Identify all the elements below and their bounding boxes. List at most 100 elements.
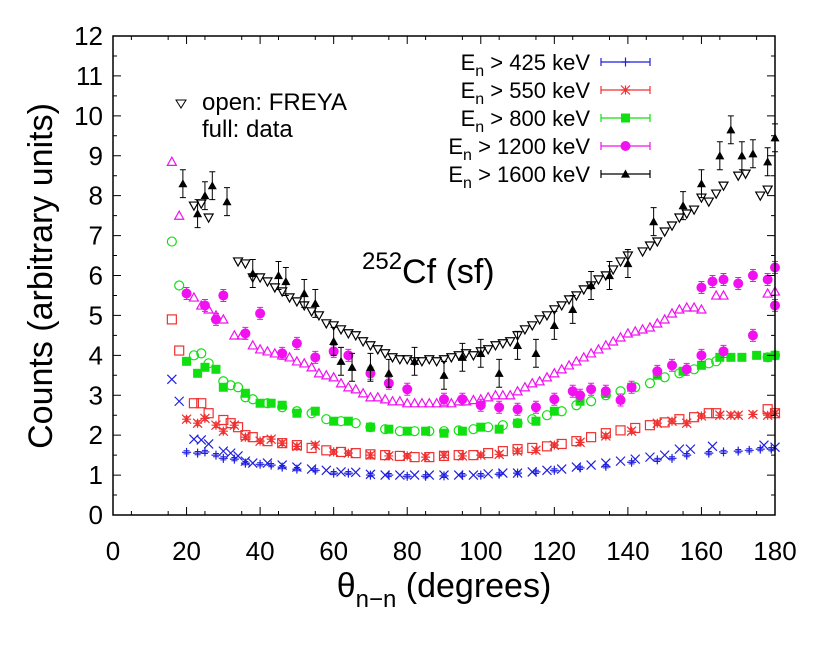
filled-circle-icon bbox=[240, 328, 251, 339]
filled-circle-icon bbox=[667, 360, 678, 371]
plus-icon bbox=[513, 468, 523, 478]
cross-icon bbox=[409, 470, 420, 481]
star-icon bbox=[681, 418, 692, 429]
open-triangle-up-icon bbox=[254, 343, 266, 354]
star-icon bbox=[365, 450, 376, 461]
star-icon bbox=[383, 450, 394, 461]
y-tick-label: 0 bbox=[89, 500, 103, 530]
star-icon bbox=[620, 85, 631, 95]
open-triangle-down-icon bbox=[556, 301, 568, 312]
filled-square-icon bbox=[365, 422, 375, 432]
cross-icon bbox=[394, 470, 405, 481]
plus-icon bbox=[365, 470, 375, 480]
open-triangle-down-icon bbox=[431, 357, 443, 368]
filled-square-icon bbox=[726, 352, 736, 362]
open-triangle-down-icon bbox=[497, 339, 509, 350]
open-triangle-down-icon bbox=[732, 171, 744, 182]
star-icon bbox=[600, 431, 611, 441]
open-triangle-up-icon bbox=[688, 301, 700, 312]
open-circle-icon bbox=[196, 348, 207, 359]
open-triangle-down-icon bbox=[592, 275, 604, 286]
open-triangle-up-icon bbox=[350, 383, 362, 394]
open-triangle-down-icon bbox=[386, 353, 399, 364]
open-triangle-down-icon bbox=[644, 241, 656, 252]
star-icon bbox=[714, 410, 725, 421]
cross-icon bbox=[615, 456, 626, 467]
filled-square-icon bbox=[277, 400, 287, 410]
star-icon bbox=[696, 411, 707, 421]
plus-icon bbox=[310, 465, 320, 475]
filled-circle-icon bbox=[696, 282, 707, 293]
plus-icon bbox=[200, 447, 210, 457]
cross-icon bbox=[203, 439, 214, 449]
cross-icon bbox=[571, 462, 582, 473]
cross-icon bbox=[336, 466, 346, 477]
filled-triangle-up-icon bbox=[248, 269, 258, 278]
star-icon bbox=[667, 416, 677, 427]
y-tick-label: 4 bbox=[89, 340, 103, 370]
open-triangle-up-icon bbox=[298, 357, 310, 368]
filled-triangle-up-icon bbox=[457, 352, 467, 361]
filled-circle-icon bbox=[199, 300, 210, 311]
open-triangle-up-icon bbox=[328, 371, 340, 382]
cross-icon bbox=[218, 446, 229, 457]
filled-circle-icon bbox=[291, 338, 302, 349]
x-axis-label: θn−n (degrees) bbox=[337, 567, 552, 613]
plus-icon bbox=[277, 462, 287, 472]
open-triangle-up-icon bbox=[261, 345, 273, 356]
filled-square-icon bbox=[421, 426, 431, 436]
filled-triangle-up-icon bbox=[476, 348, 486, 357]
open-triangle-down-icon bbox=[276, 287, 288, 298]
filled-square-icon bbox=[200, 362, 210, 372]
plus-icon bbox=[329, 468, 339, 478]
plus-icon bbox=[682, 450, 692, 460]
open-triangle-up-icon bbox=[335, 377, 347, 388]
cross-icon bbox=[707, 441, 718, 452]
open-triangle-up-icon bbox=[386, 395, 399, 406]
cross-icon bbox=[350, 467, 361, 478]
open-triangle-down-icon bbox=[188, 201, 200, 212]
filled-triangle-up-icon bbox=[494, 368, 504, 377]
x-tick-label: 120 bbox=[533, 536, 576, 566]
filled-triangle-up-icon bbox=[531, 348, 541, 357]
open-triangle-down-icon bbox=[445, 353, 457, 364]
x-tick-label: 80 bbox=[393, 536, 422, 566]
filled-square-icon bbox=[439, 428, 449, 438]
open-triangle-up-icon bbox=[681, 301, 693, 312]
plus-icon bbox=[575, 463, 585, 473]
filled-circle-icon bbox=[747, 330, 758, 341]
star-icon bbox=[725, 410, 736, 421]
open-triangle-up-icon bbox=[423, 397, 435, 408]
open-triangle-up-icon bbox=[526, 377, 538, 388]
star-icon bbox=[475, 450, 486, 461]
open-triangle-down-icon bbox=[688, 205, 700, 216]
filled-square-icon bbox=[255, 398, 265, 408]
filled-triangle-up-icon bbox=[310, 298, 320, 308]
plus-icon bbox=[457, 470, 467, 480]
filled-square-icon bbox=[343, 416, 353, 426]
filled-triangle-up-icon bbox=[748, 149, 758, 158]
filled-triangle-up-icon bbox=[347, 362, 357, 371]
open-triangle-up-icon bbox=[489, 389, 502, 400]
filled-triangle-up-icon bbox=[439, 370, 449, 379]
plus-icon bbox=[531, 467, 541, 477]
open-triangle-down-icon bbox=[578, 285, 590, 296]
plus-icon bbox=[621, 57, 630, 67]
filled-square-icon bbox=[266, 398, 276, 408]
plus-icon bbox=[218, 453, 228, 463]
x-axis-label-rest: (degrees) bbox=[396, 567, 551, 605]
open-triangle-down-icon bbox=[261, 277, 273, 288]
open-triangle-up-icon bbox=[342, 381, 354, 392]
filled-square-icon bbox=[240, 388, 250, 398]
y-axis-label: Counts (arbitrary units) bbox=[22, 103, 60, 449]
open-triangle-up-icon bbox=[401, 397, 413, 408]
filled-square-icon bbox=[476, 422, 486, 432]
legend-label: En > 800 keV bbox=[461, 106, 591, 136]
filled-triangle-up-icon bbox=[336, 356, 346, 365]
open-triangle-up-icon bbox=[313, 367, 325, 378]
legend-item-800-kev: En > 800 keV bbox=[461, 106, 651, 136]
legend-label: En > 1200 keV bbox=[448, 134, 590, 164]
note-line-open: open: FREYA bbox=[202, 89, 347, 116]
filled-circle-icon bbox=[475, 400, 486, 411]
open-circle-icon bbox=[586, 396, 597, 407]
